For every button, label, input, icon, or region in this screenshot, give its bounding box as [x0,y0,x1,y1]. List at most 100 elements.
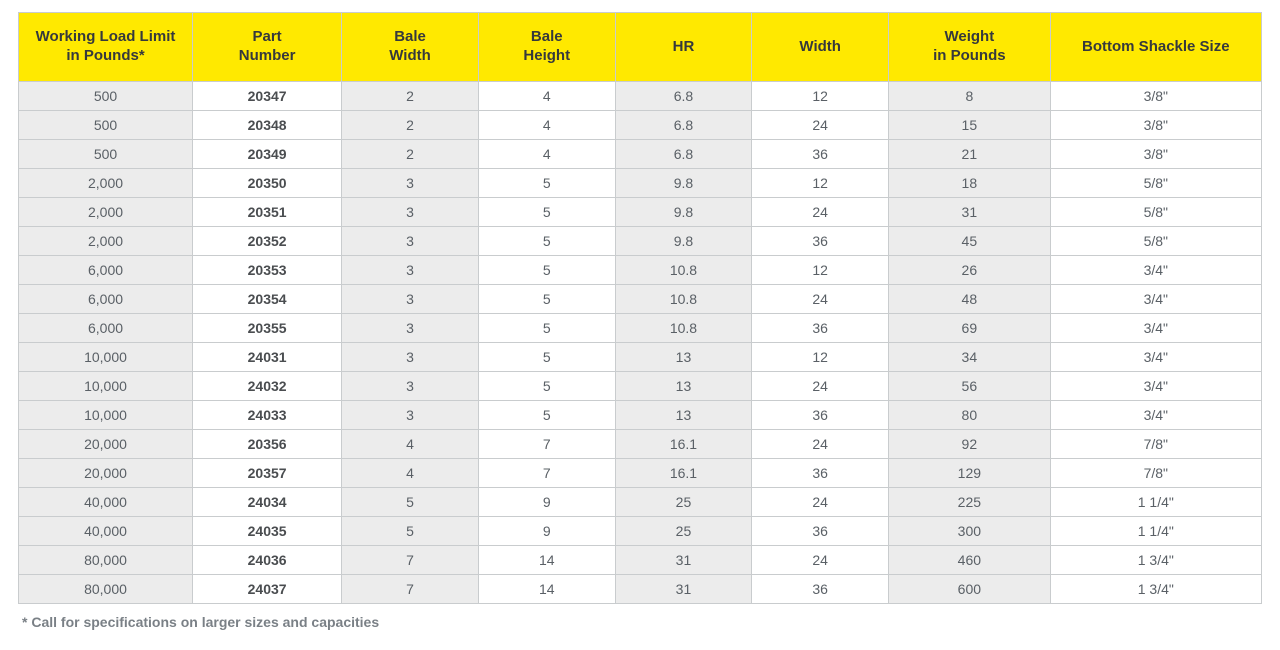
cell-weight: 129 [889,459,1051,488]
cell-shackle: 3/8" [1050,140,1261,169]
cell-wll: 6,000 [19,314,193,343]
cell-bale_h: 9 [478,488,615,517]
cell-bale_w: 3 [342,227,479,256]
cell-shackle: 1 3/4" [1050,546,1261,575]
cell-bale_w: 7 [342,575,479,604]
cell-bale_h: 9 [478,517,615,546]
table-row: 40,000240355925363001 1/4" [19,517,1262,546]
cell-width: 24 [752,285,889,314]
cell-hr: 13 [615,343,752,372]
cell-wll: 10,000 [19,372,193,401]
cell-shackle: 7/8" [1050,430,1261,459]
cell-part: 20351 [193,198,342,227]
cell-part: 20354 [193,285,342,314]
cell-hr: 31 [615,546,752,575]
table-row: 50020349246.836213/8" [19,140,1262,169]
table-row: 80,0002403671431244601 3/4" [19,546,1262,575]
cell-weight: 48 [889,285,1051,314]
cell-hr: 6.8 [615,82,752,111]
table-row: 2,00020351359.824315/8" [19,198,1262,227]
cell-width: 36 [752,517,889,546]
cell-part: 24037 [193,575,342,604]
cell-wll: 6,000 [19,256,193,285]
cell-part: 20356 [193,430,342,459]
cell-bale_h: 5 [478,314,615,343]
cell-shackle: 1 1/4" [1050,517,1261,546]
cell-shackle: 5/8" [1050,169,1261,198]
cell-bale_h: 14 [478,575,615,604]
table-row: 50020348246.824153/8" [19,111,1262,140]
column-header-part: PartNumber [193,13,342,82]
cell-shackle: 1 1/4" [1050,488,1261,517]
table-row: 50020347246.81283/8" [19,82,1262,111]
cell-width: 36 [752,140,889,169]
cell-bale_h: 5 [478,198,615,227]
cell-wll: 2,000 [19,198,193,227]
header-line1: Part [199,28,335,47]
cell-width: 24 [752,198,889,227]
page: Working Load Limitin Pounds*PartNumberBa… [0,0,1280,650]
cell-shackle: 5/8" [1050,227,1261,256]
cell-bale_w: 2 [342,140,479,169]
cell-part: 20352 [193,227,342,256]
cell-weight: 26 [889,256,1051,285]
cell-width: 24 [752,111,889,140]
cell-hr: 16.1 [615,459,752,488]
cell-hr: 9.8 [615,198,752,227]
cell-wll: 20,000 [19,430,193,459]
cell-part: 20355 [193,314,342,343]
cell-part: 24033 [193,401,342,430]
cell-part: 24036 [193,546,342,575]
cell-weight: 56 [889,372,1051,401]
cell-bale_w: 3 [342,314,479,343]
spec-table: Working Load Limitin Pounds*PartNumberBa… [18,12,1262,604]
cell-width: 36 [752,401,889,430]
table-row: 2,00020350359.812185/8" [19,169,1262,198]
cell-bale_h: 4 [478,111,615,140]
cell-bale_w: 3 [342,401,479,430]
cell-bale_w: 3 [342,372,479,401]
cell-part: 20348 [193,111,342,140]
header-line2: Height [485,47,609,66]
cell-weight: 8 [889,82,1051,111]
cell-hr: 9.8 [615,169,752,198]
cell-hr: 6.8 [615,111,752,140]
cell-weight: 15 [889,111,1051,140]
cell-bale_w: 4 [342,459,479,488]
cell-weight: 225 [889,488,1051,517]
cell-wll: 80,000 [19,575,193,604]
cell-bale_h: 7 [478,459,615,488]
cell-bale_h: 7 [478,430,615,459]
cell-weight: 69 [889,314,1051,343]
cell-part: 20349 [193,140,342,169]
cell-shackle: 3/4" [1050,401,1261,430]
table-row: 10,00024031351312343/4" [19,343,1262,372]
table-row: 6,000203553510.836693/4" [19,314,1262,343]
table-row: 6,000203543510.824483/4" [19,285,1262,314]
header-line2: Number [199,47,335,66]
cell-wll: 10,000 [19,343,193,372]
cell-shackle: 3/4" [1050,314,1261,343]
cell-wll: 6,000 [19,285,193,314]
header-line2: in Pounds [895,47,1044,66]
cell-hr: 31 [615,575,752,604]
cell-bale_h: 5 [478,256,615,285]
cell-part: 20347 [193,82,342,111]
header-line2: Width [348,47,472,66]
column-header-hr: HR [615,13,752,82]
cell-weight: 45 [889,227,1051,256]
cell-hr: 13 [615,372,752,401]
cell-bale_h: 5 [478,285,615,314]
table-row: 40,000240345925242251 1/4" [19,488,1262,517]
spec-header-row: Working Load Limitin Pounds*PartNumberBa… [19,13,1262,82]
cell-hr: 6.8 [615,140,752,169]
cell-width: 12 [752,343,889,372]
header-line2: in Pounds* [25,47,186,66]
cell-wll: 10,000 [19,401,193,430]
cell-shackle: 3/4" [1050,372,1261,401]
cell-width: 36 [752,459,889,488]
cell-wll: 500 [19,140,193,169]
cell-weight: 34 [889,343,1051,372]
spec-table-body: 50020347246.81283/8"50020348246.824153/8… [19,82,1262,604]
column-header-bale_w: BaleWidth [342,13,479,82]
